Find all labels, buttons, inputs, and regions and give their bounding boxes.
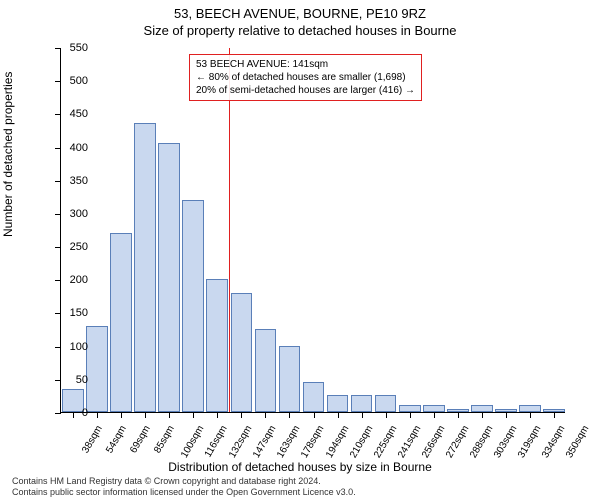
- y-tick-label: 0: [48, 407, 88, 419]
- histogram-bar: [471, 405, 493, 412]
- x-tick-label: 100sqm: [179, 424, 206, 460]
- histogram-bar: [158, 143, 180, 412]
- y-tick-label: 50: [48, 374, 88, 386]
- reference-line: [229, 48, 230, 412]
- x-tick-label: 350sqm: [564, 424, 591, 460]
- y-axis-label: Number of detached properties: [1, 72, 15, 237]
- x-tick-label: 69sqm: [128, 424, 153, 455]
- x-tick-label: 38sqm: [80, 424, 105, 455]
- x-axis-label: Distribution of detached houses by size …: [0, 460, 600, 474]
- y-tick-label: 350: [48, 175, 88, 187]
- page-subtitle: Size of property relative to detached ho…: [0, 21, 600, 38]
- y-tick-label: 250: [48, 241, 88, 253]
- annotation-box: 53 BEECH AVENUE: 141sqm← 80% of detached…: [189, 54, 422, 101]
- x-tick-label: 288sqm: [468, 424, 495, 460]
- histogram-bar: [279, 346, 301, 412]
- y-tick-label: 450: [48, 108, 88, 120]
- histogram-bar: [399, 405, 421, 412]
- histogram-bar: [231, 293, 253, 412]
- histogram-bar: [86, 326, 108, 412]
- histogram-chart: 53 BEECH AVENUE: 141sqm← 80% of detached…: [60, 48, 565, 413]
- histogram-bar: [351, 395, 373, 412]
- y-tick-label: 400: [48, 142, 88, 154]
- x-tick-label: 85sqm: [152, 424, 177, 455]
- annotation-line: 20% of semi-detached houses are larger (…: [196, 84, 415, 97]
- histogram-bar: [519, 405, 541, 412]
- y-tick-label: 200: [48, 274, 88, 286]
- histogram-bar: [375, 395, 397, 412]
- histogram-bar: [423, 405, 445, 412]
- x-tick-label: 194sqm: [324, 424, 351, 460]
- x-tick-label: 178sqm: [299, 424, 326, 460]
- x-tick-label: 210sqm: [348, 424, 375, 460]
- x-tick-label: 256sqm: [420, 424, 447, 460]
- histogram-bar: [182, 200, 204, 412]
- footer-attribution: Contains HM Land Registry data © Crown c…: [12, 476, 356, 498]
- page-title: 53, BEECH AVENUE, BOURNE, PE10 9RZ: [0, 0, 600, 21]
- x-tick-label: 241sqm: [396, 424, 423, 460]
- x-tick-label: 54sqm: [104, 424, 129, 455]
- annotation-line: ← 80% of detached houses are smaller (1,…: [196, 71, 415, 84]
- footer-line-1: Contains HM Land Registry data © Crown c…: [12, 476, 356, 487]
- y-tick-label: 500: [48, 75, 88, 87]
- y-tick-label: 550: [48, 42, 88, 54]
- histogram-bar: [255, 329, 277, 412]
- histogram-bar: [110, 233, 132, 412]
- y-tick-label: 300: [48, 208, 88, 220]
- x-tick-label: 225sqm: [372, 424, 399, 460]
- x-tick-label: 272sqm: [444, 424, 471, 460]
- histogram-bar: [303, 382, 325, 412]
- y-tick-label: 100: [48, 341, 88, 353]
- histogram-bar: [206, 279, 228, 412]
- y-tick-label: 150: [48, 307, 88, 319]
- histogram-bar: [134, 123, 156, 412]
- histogram-bar: [327, 395, 349, 412]
- footer-line-2: Contains public sector information licen…: [12, 487, 356, 498]
- x-tick-label: 303sqm: [492, 424, 519, 460]
- annotation-line: 53 BEECH AVENUE: 141sqm: [196, 58, 415, 71]
